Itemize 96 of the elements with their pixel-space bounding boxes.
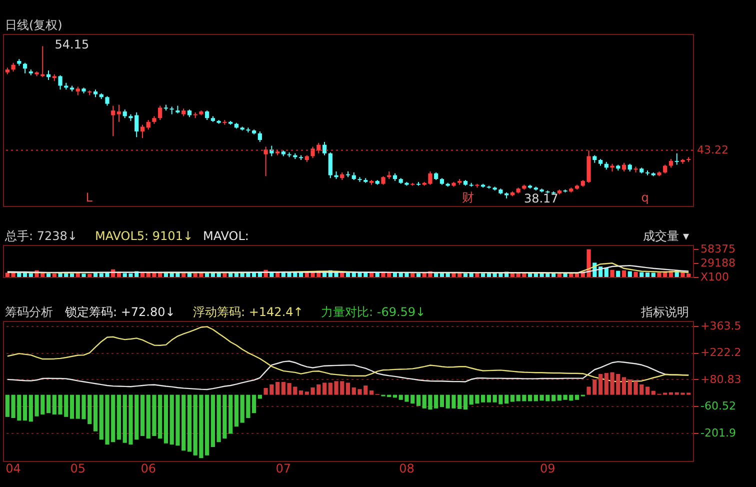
x-tick-label: 08	[399, 462, 414, 476]
candlestick	[674, 152, 679, 166]
bar	[70, 394, 74, 419]
bar	[369, 390, 374, 395]
bar	[187, 394, 192, 452]
bar	[598, 374, 603, 395]
bar	[116, 394, 122, 440]
bar	[228, 394, 233, 434]
text: MAVOL5: 9101↓	[95, 229, 194, 243]
candlestick	[170, 106, 174, 115]
y-tick-label: 58375	[700, 242, 736, 256]
bar	[645, 272, 650, 277]
bar	[410, 273, 415, 277]
candlestick	[322, 141, 327, 156]
text: 力量对比: -69.59↓	[321, 305, 426, 319]
candlestick	[328, 152, 332, 179]
candlestick	[22, 62, 28, 74]
bar	[645, 386, 650, 395]
annotation: q	[641, 190, 649, 204]
x-tick-label: 04	[6, 462, 21, 476]
text: MAVOL:	[203, 229, 249, 243]
annotation: 财	[462, 190, 474, 204]
bar	[275, 382, 280, 395]
chart-title: 日线(复权)	[5, 18, 62, 32]
candlestick	[258, 130, 262, 142]
bar	[504, 394, 509, 404]
bar	[322, 382, 327, 395]
x-tick-label: 05	[70, 462, 86, 476]
y-tick-label: -201.9	[700, 426, 736, 440]
bar	[446, 272, 450, 277]
candlestick	[111, 105, 116, 137]
bar	[668, 392, 674, 395]
y-tick-label: +363.5	[700, 320, 742, 333]
y-tick-label: -60.52	[700, 400, 736, 413]
bar	[634, 272, 638, 277]
bar	[574, 394, 580, 400]
bar	[93, 394, 98, 432]
bar	[205, 394, 210, 456]
bar	[416, 394, 421, 406]
bar	[640, 272, 644, 277]
candlestick	[105, 96, 110, 106]
candlestick	[146, 119, 150, 130]
bar	[440, 394, 444, 408]
bar	[228, 272, 233, 277]
bar	[551, 394, 556, 402]
bar	[651, 272, 656, 277]
annotation: 54.15	[54, 37, 90, 52]
bar	[52, 273, 56, 277]
series-label: 浮动筹码: +142.4↑	[193, 305, 304, 319]
bar	[70, 273, 74, 277]
bar	[486, 394, 491, 402]
x-tick-label: 07	[276, 462, 292, 476]
bar	[46, 394, 51, 414]
bar	[82, 274, 86, 277]
bar	[252, 394, 256, 414]
x-tick-label: 06	[140, 462, 156, 476]
bar	[88, 274, 92, 277]
bar	[222, 273, 227, 277]
y-tick-label: +80.83	[700, 372, 742, 386]
chart-title: 总手: 7238↓	[4, 229, 78, 243]
bar	[164, 394, 168, 444]
bar	[551, 273, 556, 277]
annotation: 38.17	[524, 191, 558, 206]
bar	[416, 273, 421, 277]
line-series	[6, 326, 690, 382]
bar	[210, 394, 215, 447]
candlestick	[158, 105, 162, 120]
text: 成交量 ▾	[643, 229, 689, 243]
bar	[258, 394, 262, 399]
bar	[28, 273, 33, 277]
bar	[463, 394, 468, 410]
bar	[22, 394, 28, 421]
text: 锁定筹码: +72.80↓	[64, 305, 176, 319]
candlestick	[58, 74, 62, 90]
bar	[628, 271, 632, 277]
bar	[528, 394, 532, 402]
candlestick	[116, 104, 122, 122]
bar	[140, 394, 145, 436]
bar	[616, 270, 620, 277]
candlestick	[205, 110, 210, 120]
candlestick	[140, 124, 145, 139]
text: 指标说明	[640, 305, 689, 319]
y-tick-label: 29188	[700, 256, 736, 270]
bar	[610, 270, 614, 277]
bar	[622, 377, 626, 395]
bar	[298, 390, 304, 395]
bar	[346, 382, 350, 395]
y-tick-label: +222.2	[700, 346, 742, 360]
annotation: L	[86, 190, 93, 204]
bar	[481, 394, 486, 402]
bar	[622, 270, 626, 277]
chart-title: 筹码分析	[5, 305, 53, 319]
x-tick-label: 09	[540, 462, 556, 476]
candlestick	[264, 146, 268, 177]
ref-line-label: 43.22	[697, 143, 728, 156]
y-tick-label: X100	[700, 270, 730, 284]
